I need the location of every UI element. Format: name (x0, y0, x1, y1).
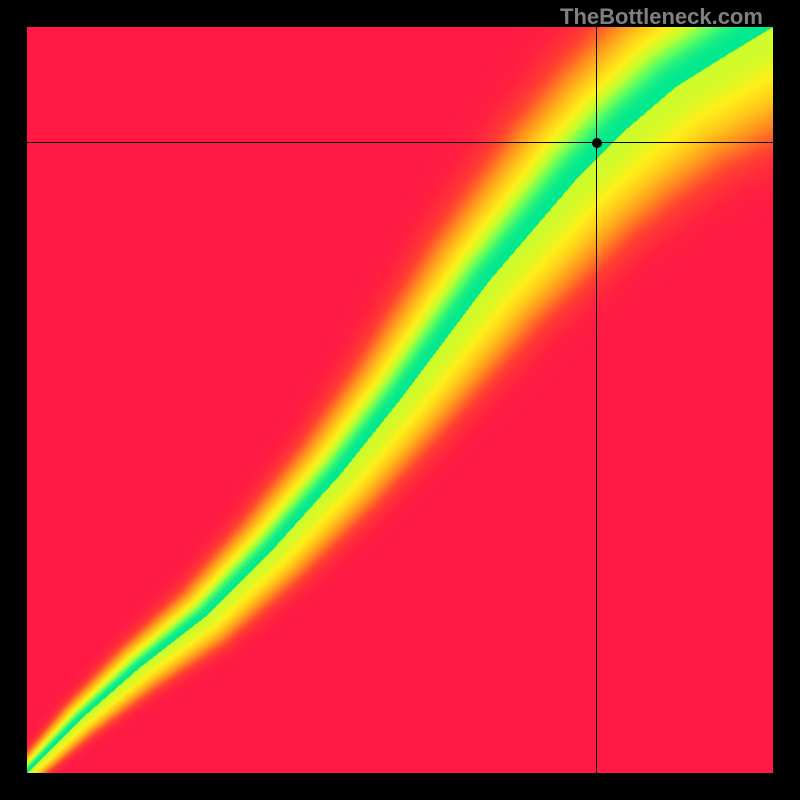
crosshair-marker (592, 138, 602, 148)
heatmap-canvas (27, 27, 773, 773)
chart-container: TheBottleneck.com (0, 0, 800, 800)
watermark-text: TheBottleneck.com (560, 4, 763, 30)
crosshair-horizontal (27, 142, 773, 143)
